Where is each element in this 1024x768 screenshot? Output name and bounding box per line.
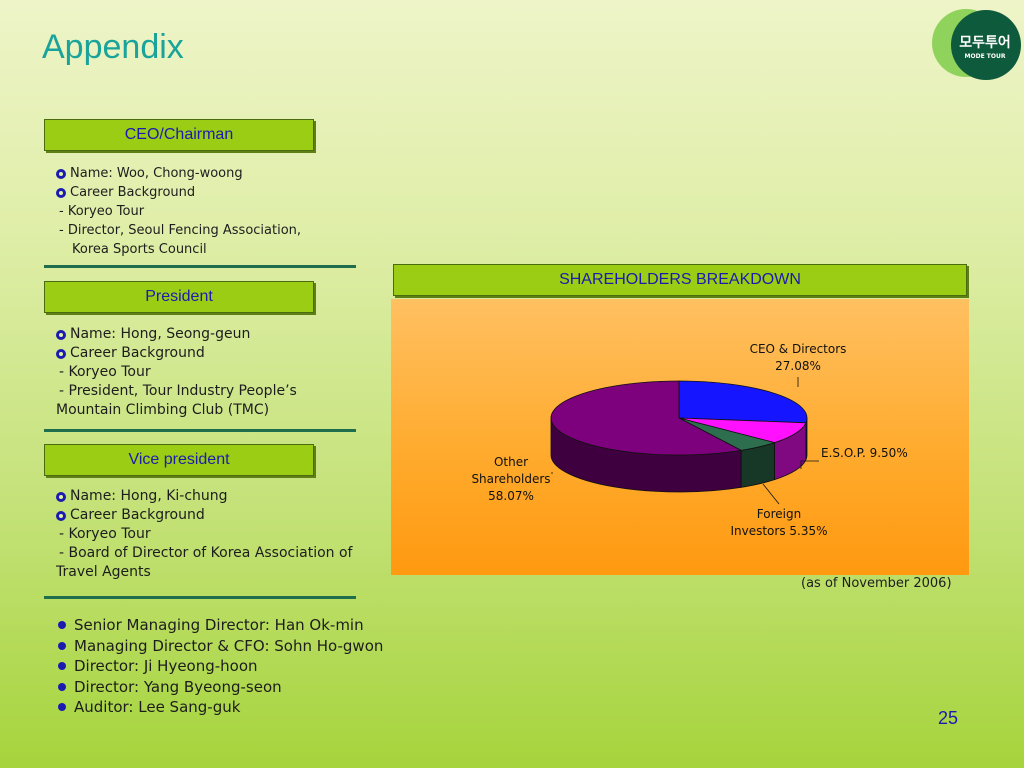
pie-label: 58.07% <box>488 489 534 503</box>
pie-slice-e-s-o-p <box>678 417 807 444</box>
dot-bullet-icon <box>58 662 66 671</box>
president-career-item: - President, Tour Industry People’s <box>59 383 297 399</box>
mode-tour-logo-icon: 모두투어 MODE TOUR <box>932 9 1021 80</box>
officer-list: Senior Managing Director: Han Ok-min Man… <box>58 615 383 718</box>
list-item: Senior Managing Director: Han Ok-min <box>58 615 383 636</box>
logo-english-text: MODE TOUR <box>965 53 1006 60</box>
section-divider <box>44 429 356 432</box>
logo-korean-text: 모두투어 <box>959 34 1011 51</box>
president-career-item: Mountain Climbing Club (TMC) <box>56 402 270 418</box>
ceo-career-label: Career Background <box>70 185 196 200</box>
page-number: 25 <box>938 708 959 728</box>
list-item: Director: Ji Hyeong-hoon <box>58 656 383 677</box>
pie-slice-other-shareholders <box>550 380 743 456</box>
dot-bullet-icon <box>58 641 66 650</box>
dot-bullet-icon <box>58 682 66 691</box>
officer-text: Director: Yang Byeong-seon <box>74 677 282 696</box>
pie-label: Shareholders <box>471 472 550 486</box>
president-info: Name: Hong, Seong-geun Career Background… <box>56 325 297 420</box>
ceo-header: CEO/Chairman <box>44 119 314 151</box>
list-item: Managing Director & CFO: Sohn Ho-gwon <box>58 636 383 657</box>
label-leader-line <box>800 460 819 469</box>
dot-bullet-icon <box>58 703 66 712</box>
list-item: Director: Yang Byeong-seon <box>58 677 383 698</box>
list-item: Auditor: Lee Sang-guk <box>58 697 383 718</box>
vice-president-career-label: Career Background <box>70 507 205 523</box>
circle-bullet-icon <box>56 510 66 521</box>
officer-text: Managing Director & CFO: Sohn Ho-gwon <box>74 636 384 655</box>
shareholders-pie-chart: CEO & Directors 27.08% E.S.O.P. 9.50% Forei… <box>471 342 908 538</box>
shareholders-header: SHAREHOLDERS BREAKDOWN <box>393 264 967 296</box>
as-of-note: (as of November 2006) <box>801 576 952 591</box>
president-header: President <box>44 281 314 313</box>
ceo-career-item: - Director, Seoul Fencing Association, <box>59 223 302 238</box>
circle-bullet-icon <box>56 491 66 502</box>
president-career-label: Career Background <box>70 345 205 361</box>
president-career-item: - Koryeo Tour <box>59 364 151 380</box>
circle-bullet-icon <box>56 329 66 340</box>
president-name: Name: Hong, Seong-geun <box>70 326 251 342</box>
section-divider <box>44 596 356 599</box>
pie-label: E.S.O.P. 9.50% <box>821 446 908 460</box>
label-leader-line <box>762 483 780 505</box>
section-divider <box>44 265 356 268</box>
ceo-career-item: Korea Sports Council <box>72 242 207 257</box>
pie-slice-ceo-directors <box>678 380 808 424</box>
ceo-career-item: - Koryeo Tour <box>59 204 145 219</box>
circle-bullet-icon <box>56 187 66 198</box>
vice-president-career-item: Travel Agents <box>56 564 151 580</box>
dot-bullet-icon <box>58 621 66 630</box>
officer-text: Senior Managing Director: Han Ok-min <box>74 616 364 634</box>
vice-president-info: Name: Hong, Ki-chung Career Background -… <box>56 487 352 582</box>
circle-bullet-icon <box>56 168 66 179</box>
officer-text: Auditor: Lee Sang-guk <box>74 698 241 716</box>
pie-label: Foreign <box>757 507 801 521</box>
vice-president-name: Name: Hong, Ki-chung <box>70 488 228 504</box>
pie-label: Other <box>494 455 528 469</box>
vice-president-career-item: - Koryeo Tour <box>59 526 151 542</box>
page-title: Appendix <box>42 28 184 66</box>
vice-president-header: Vice president <box>44 444 314 476</box>
officer-text: Director: Ji Hyeong-hoon <box>74 657 258 675</box>
pie-label: Investors 5.35% <box>730 524 827 538</box>
vice-president-career-item: - Board of Director of Korea Association… <box>59 545 353 561</box>
pie-label: CEO & Directors <box>750 342 847 356</box>
chart-panel: CEO & Directors 27.08% E.S.O.P. 9.50% Forei… <box>391 299 969 575</box>
ceo-info: Name: Woo, Chong-woong Career Background… <box>56 164 301 259</box>
ceo-name: Name: Woo, Chong-woong <box>70 166 243 181</box>
pie-label: 27.08% <box>775 359 821 373</box>
circle-bullet-icon <box>56 348 66 359</box>
